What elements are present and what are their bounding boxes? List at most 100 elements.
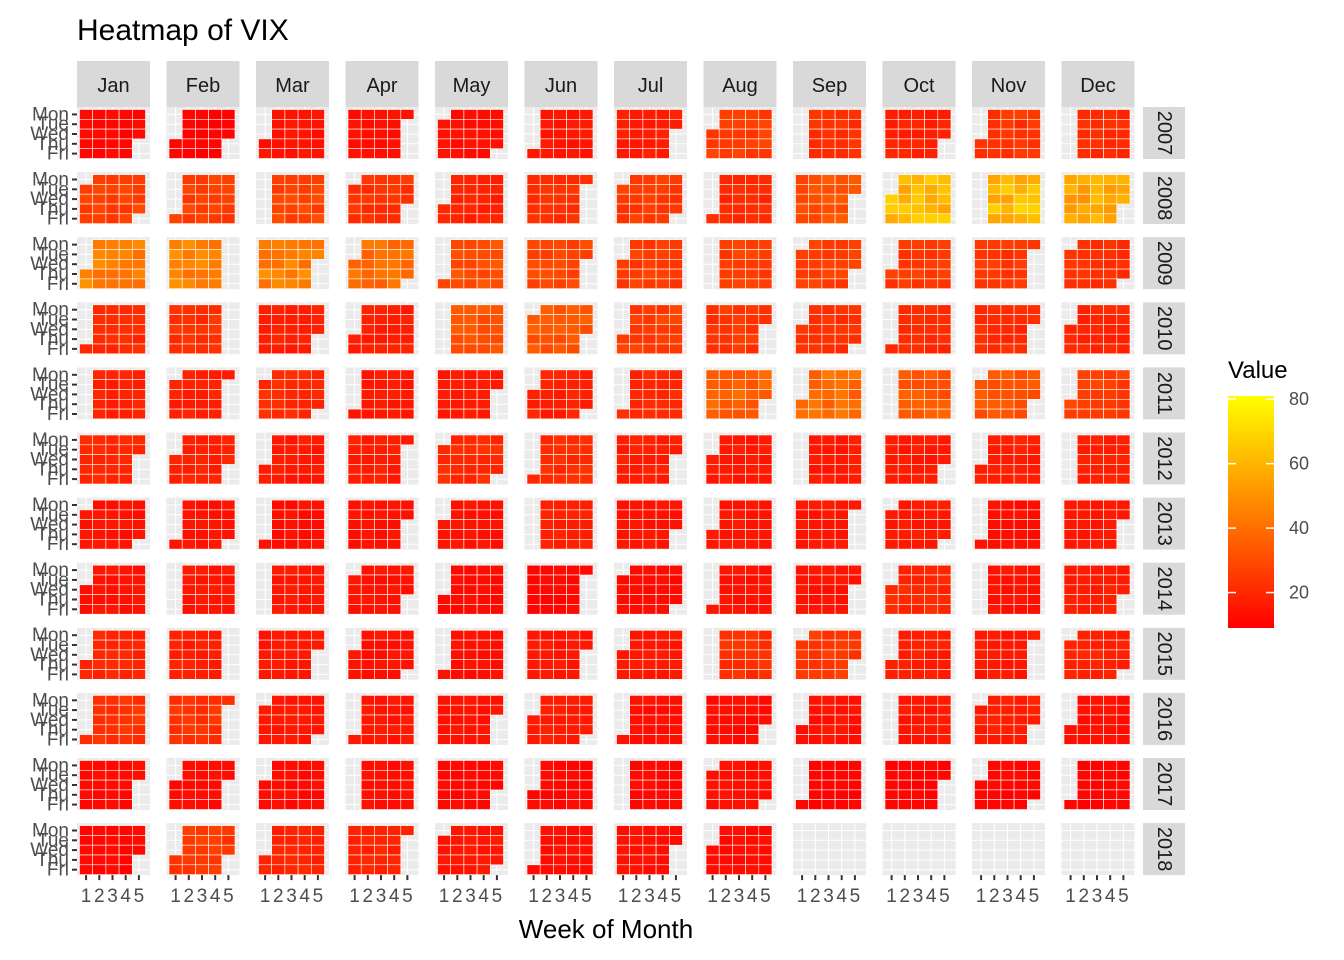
heat-cell: [271, 369, 286, 380]
heat-cell: [911, 278, 925, 289]
heat-cell: [310, 779, 325, 791]
heat-cell: [642, 594, 657, 605]
panel-dec-2016: [1061, 692, 1135, 745]
heat-cell: [347, 519, 362, 530]
heat-cell: [987, 379, 1002, 390]
heat-cell: [360, 119, 375, 130]
heat-cell: [374, 174, 388, 185]
heat-cell: [821, 239, 836, 250]
panel-feb-2010: [166, 302, 240, 355]
heat-cell: [1076, 584, 1091, 595]
heat-cell: [1013, 278, 1028, 289]
heat-cell: [1027, 213, 1041, 224]
heat-cell: [132, 629, 146, 641]
heat-cell: [566, 193, 581, 205]
heat-cell: [745, 835, 760, 846]
heat-cell: [937, 184, 952, 195]
heat-cell: [758, 604, 773, 615]
month-label: Mar: [275, 75, 310, 97]
heat-cell: [629, 379, 644, 390]
heat-cell: [400, 389, 415, 400]
heat-cell: [195, 379, 209, 390]
heat-cell: [808, 584, 823, 595]
heat-cell: [387, 473, 402, 485]
heat-cell: [1090, 789, 1104, 801]
heat-cell: [489, 760, 504, 771]
heat-cell: [821, 629, 836, 641]
heat-cell: [732, 669, 746, 680]
heat-cell: [745, 369, 760, 380]
heat-cell: [884, 109, 899, 120]
heat-cell: [1013, 629, 1028, 641]
heat-cell: [668, 389, 683, 400]
heat-cell: [629, 434, 644, 446]
heat-cell: [463, 193, 478, 205]
heat-cell: [284, 509, 299, 520]
heat-cell: [450, 695, 465, 706]
heat-cell: [834, 564, 849, 576]
heat-cell: [539, 389, 554, 400]
heat-cell: [387, 343, 402, 355]
heat-cell: [937, 519, 952, 530]
heat-cell: [221, 509, 236, 520]
heat-cell: [284, 854, 299, 866]
heat-cell: [1076, 760, 1091, 771]
heat-cell: [795, 258, 809, 270]
heat-cell: [718, 594, 733, 605]
heat-cell: [732, 398, 746, 410]
panel-nov-2018: [972, 823, 1045, 876]
heat-cell: [374, 324, 388, 335]
heat-cell: [579, 714, 594, 726]
heat-cell: [92, 434, 107, 446]
heat-cell: [668, 519, 683, 530]
heat-cell: [1076, 799, 1091, 810]
heat-cell: [705, 864, 720, 875]
heat-cell: [655, 379, 670, 390]
heat-cell: [450, 148, 465, 159]
heat-cell: [642, 408, 657, 420]
heat-cell: [629, 639, 644, 651]
panel-background: [882, 823, 956, 876]
heat-cell: [924, 304, 939, 315]
heat-cell: [629, 574, 644, 586]
heat-cell: [642, 649, 657, 661]
heat-cell: [181, 509, 196, 520]
heat-cell: [718, 769, 733, 781]
heat-cell: [987, 454, 1002, 465]
heat-cell: [1103, 174, 1118, 185]
heat-cell: [1000, 128, 1015, 140]
heat-cell: [195, 213, 209, 224]
heat-cell: [745, 564, 760, 576]
y-tick-label: Mon: [32, 104, 69, 125]
heat-cell: [92, 734, 107, 745]
heat-cell: [795, 333, 809, 345]
heat-cell: [105, 799, 120, 810]
heat-cell: [897, 695, 912, 706]
heat-cell: [629, 249, 644, 260]
heat-cell: [834, 333, 849, 345]
heat-cell: [616, 278, 630, 289]
heat-cell: [745, 249, 760, 260]
heat-cell: [400, 398, 415, 410]
heat-cell: [208, 109, 223, 120]
heat-cell: [834, 695, 849, 706]
panel-feb-2018: [166, 823, 240, 876]
heat-cell: [168, 724, 183, 735]
heat-cell: [208, 278, 223, 289]
heat-cell: [208, 268, 223, 280]
heat-cell: [79, 825, 93, 836]
heat-cell: [937, 119, 952, 130]
heat-cell: [705, 538, 720, 550]
heat-cell: [1063, 193, 1078, 205]
heat-cell: [974, 324, 988, 335]
heat-cell: [745, 203, 760, 215]
heat-cell: [360, 499, 375, 511]
heat-cell: [974, 314, 988, 325]
heat-cell: [284, 779, 299, 791]
heat-cell: [437, 538, 451, 550]
heat-cell: [92, 825, 107, 836]
heat-cell: [1013, 695, 1028, 706]
heat-cell: [526, 184, 541, 195]
panel-mar-2014: [256, 562, 329, 615]
heat-cell: [566, 324, 581, 335]
